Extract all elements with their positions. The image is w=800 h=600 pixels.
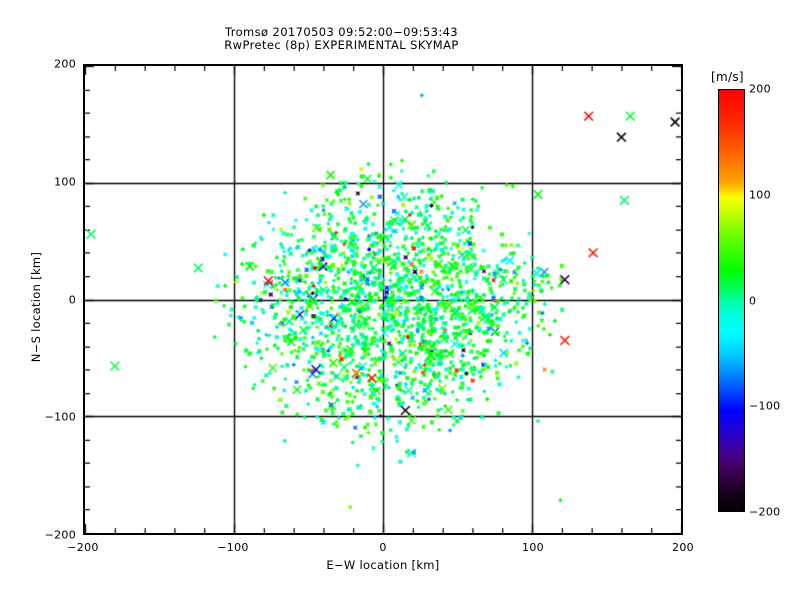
- y-tick-label: −200: [44, 528, 76, 542]
- x-tick-label: 0: [379, 541, 387, 554]
- x-tick-label: 100: [522, 541, 544, 554]
- colorbar-tick-label: 0: [749, 294, 757, 307]
- plot-area: [83, 64, 683, 535]
- colorbar-tick-label: −100: [749, 399, 781, 413]
- x-tick-label: −100: [217, 541, 249, 554]
- colorbar-tick-label: −200: [749, 505, 781, 519]
- x-tick-label: −200: [67, 541, 99, 554]
- colorbar-tick-label: 200: [749, 82, 771, 96]
- title-line-2: RwPretec (8p) EXPERIMENTAL SKYMAP: [224, 38, 459, 52]
- y-axis-label: N−S location [km]: [29, 251, 43, 363]
- colorbar-tick-label: 100: [749, 188, 771, 202]
- y-tick-label: 0: [68, 293, 76, 306]
- y-tick-label: 200: [54, 57, 76, 71]
- x-axis-label: E−W location [km]: [326, 558, 440, 572]
- y-tick-label: −100: [44, 410, 76, 424]
- scatter-canvas: [85, 66, 681, 533]
- colorbar-gradient: [718, 89, 745, 512]
- title-line-1: Tromsø 20170503 09:52:00−09:53:43: [224, 25, 459, 39]
- y-tick-label: 100: [54, 175, 76, 189]
- colorbar: 200 100 0 −100 −200: [718, 83, 780, 519]
- figure-title: Tromsø 20170503 09:52:00−09:53:43 RwPret…: [0, 26, 683, 52]
- x-tick-label: 200: [672, 541, 694, 554]
- colorbar-unit-label: [m/s]: [711, 70, 744, 84]
